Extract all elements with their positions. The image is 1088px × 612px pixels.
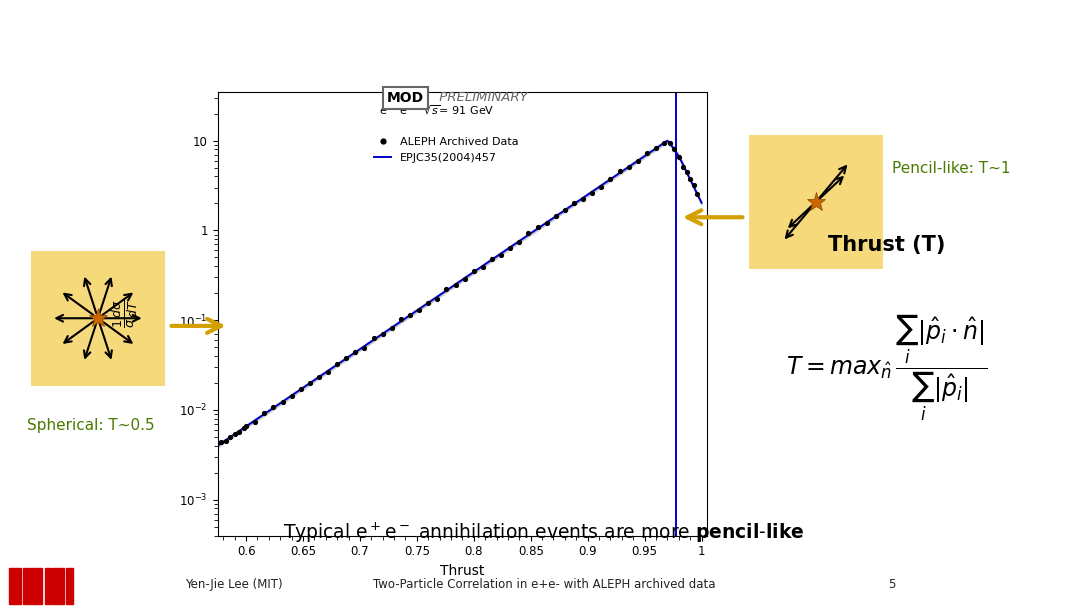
Bar [66,568,73,604]
Bar [30,568,42,604]
Text: MOD: MOD [387,91,424,105]
Text: Thrust (T): Thrust (T) [828,235,945,255]
Legend: ALEPH Archived Data, EPJC35(2004)457: ALEPH Archived Data, EPJC35(2004)457 [370,133,523,167]
Text: 5: 5 [889,578,895,591]
FancyBboxPatch shape [745,132,887,272]
Text: Typical e$^+$e$^-$ annihilation events are more $\mathbf{pencil}$-$\mathbf{like}: Typical e$^+$e$^-$ annihilation events a… [283,521,805,545]
Text: Pencil-like: T~1: Pencil-like: T~1 [892,161,1011,176]
Text: Spherical: T~0.5: Spherical: T~0.5 [27,418,154,433]
Bar [52,568,64,604]
Text: Two-Particle Correlation in e+e- with ALEPH archived data: Two-Particle Correlation in e+e- with AL… [373,578,715,591]
X-axis label: Thrust: Thrust [441,564,484,578]
Bar [9,568,21,604]
Text: Unfolded Thrust Distribution: Unfolded Thrust Distribution [230,18,858,56]
Bar [23,568,29,604]
Text: $T = max_{\hat{n}}\,\dfrac{\sum_i |\hat{p}_i\cdot\hat{n}|}{\sum_i |\hat{p}_i|}$: $T = max_{\hat{n}}\,\dfrac{\sum_i |\hat{… [786,312,988,423]
Text: Yen-Jie Lee (MIT): Yen-Jie Lee (MIT) [185,578,283,591]
Text: PRELIMINARY: PRELIMINARY [435,91,528,105]
Text: $\frac{1}{\sigma}\frac{d\sigma}{dT}$: $\frac{1}{\sigma}\frac{d\sigma}{dT}$ [110,299,140,328]
Text: e$^+$ e$^-$  $\sqrt{s}$= 91 GeV: e$^+$ e$^-$ $\sqrt{s}$= 91 GeV [379,103,495,118]
Bar [45,568,51,604]
FancyBboxPatch shape [27,248,169,389]
